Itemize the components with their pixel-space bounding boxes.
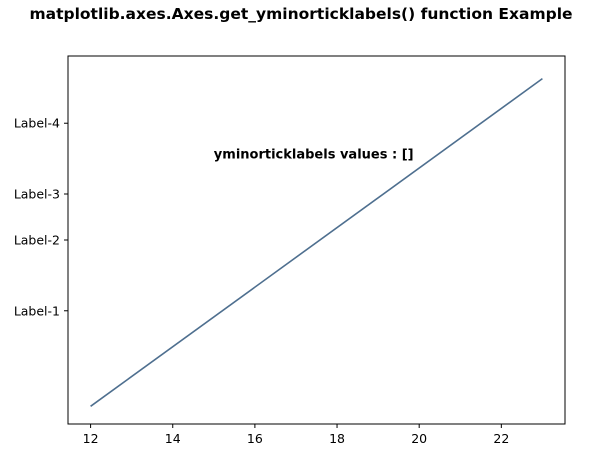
x-tick-label: 20 xyxy=(411,431,427,446)
y-axis: Label-1 Label-2 Label-3 Label-4 xyxy=(14,116,68,318)
x-axis: 12 14 16 18 20 22 xyxy=(83,424,509,446)
y-tick-label: Label-3 xyxy=(14,187,60,202)
y-tick-label: Label-2 xyxy=(14,233,60,248)
y-tick-label: Label-1 xyxy=(14,303,60,318)
x-tick-label: 16 xyxy=(247,431,263,446)
y-tick-label: Label-4 xyxy=(14,116,60,131)
x-tick-label: 18 xyxy=(329,431,345,446)
series-line-0 xyxy=(90,78,543,407)
annotation-text: yminorticklabels values : [] xyxy=(214,148,414,163)
x-tick-label: 12 xyxy=(83,431,99,446)
series-layer xyxy=(90,78,543,407)
x-tick-label: 14 xyxy=(165,431,181,446)
chart-title: matplotlib.axes.Axes.get_yminorticklabel… xyxy=(29,5,572,23)
x-tick-label: 22 xyxy=(493,431,509,446)
